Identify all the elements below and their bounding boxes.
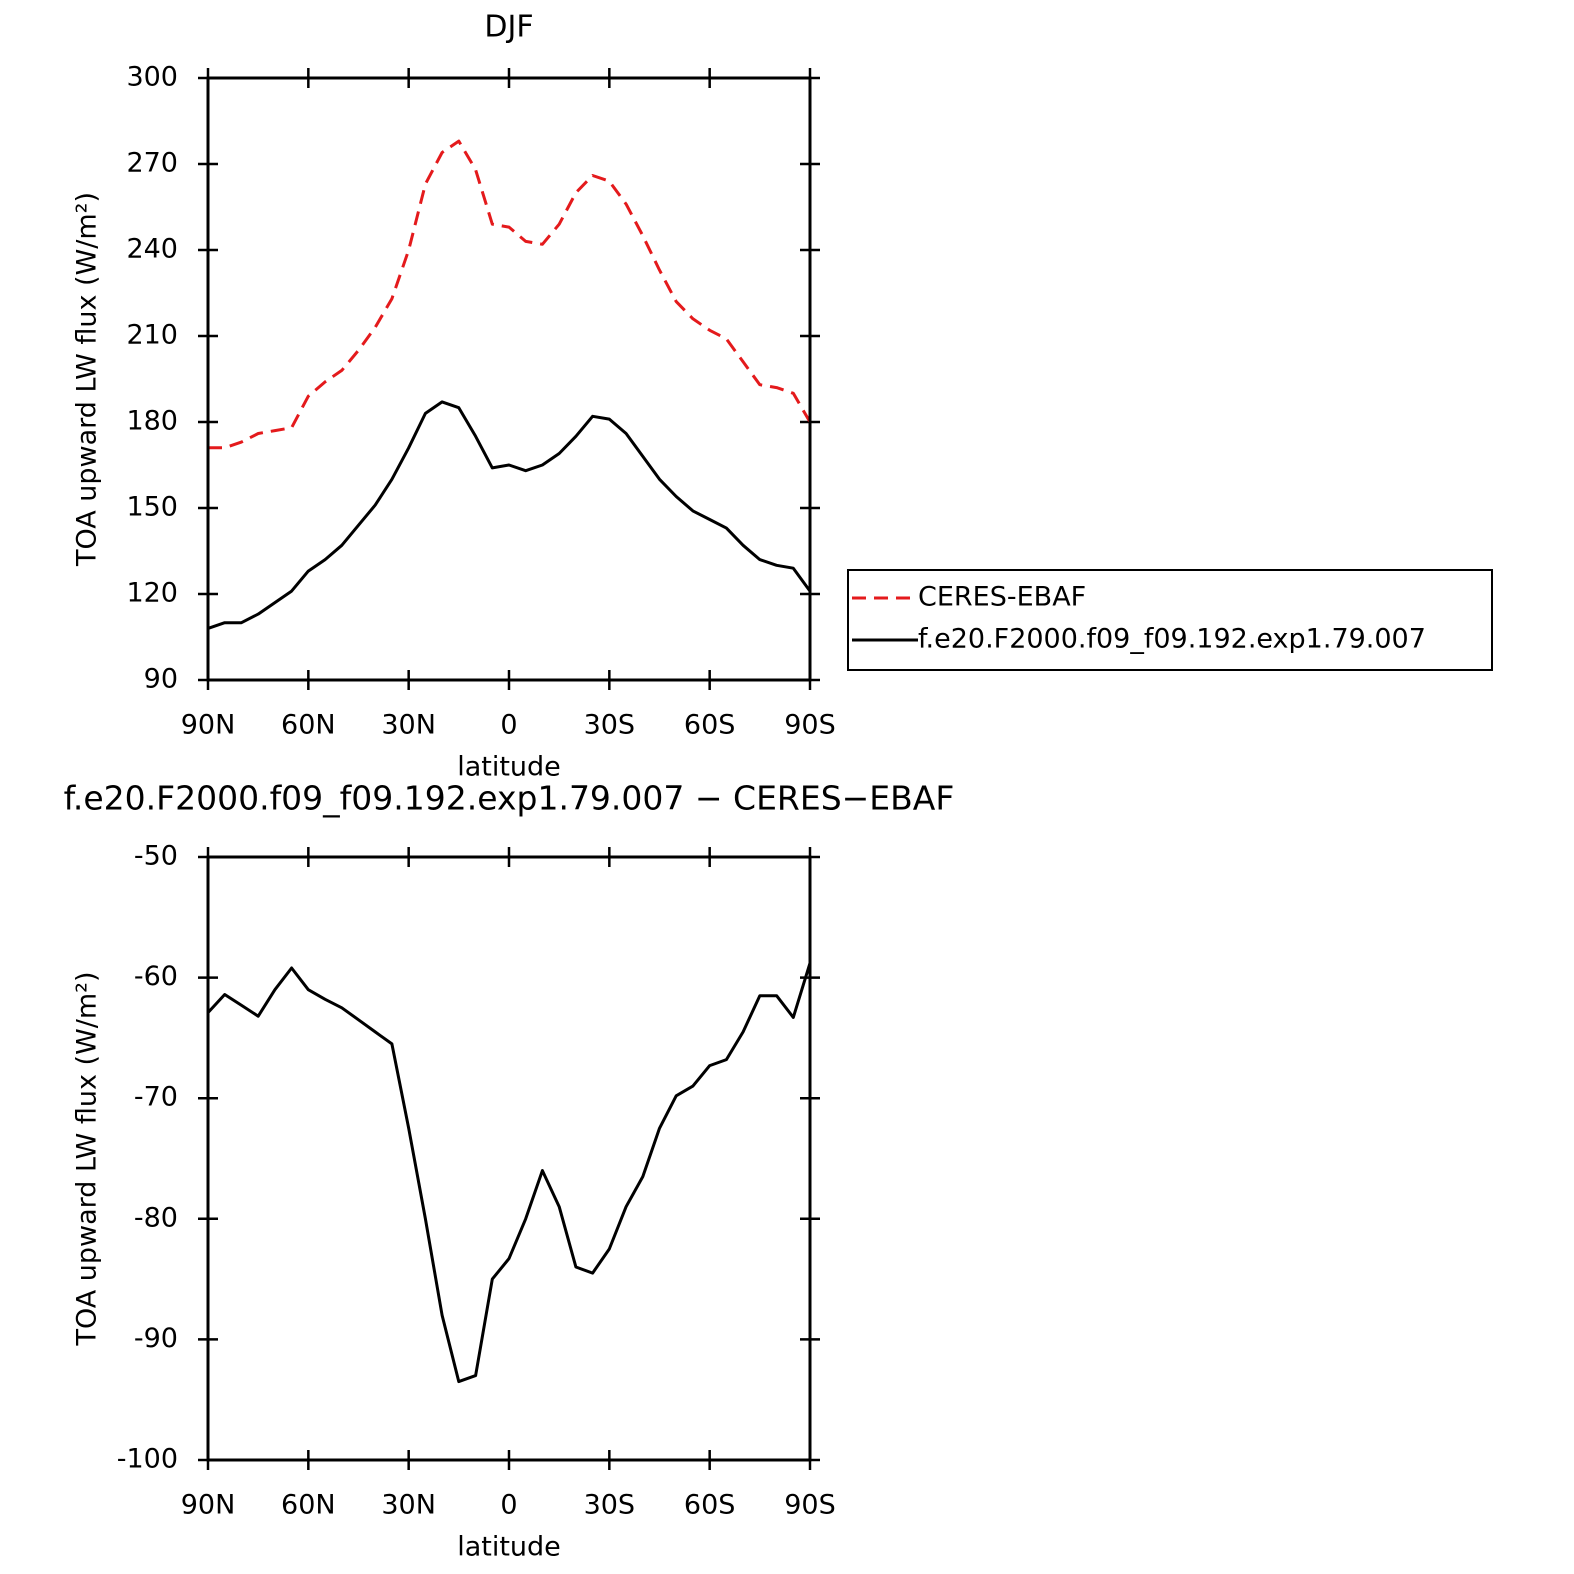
x-tick-label: 30N (381, 710, 436, 741)
chart-title: f.e20.F2000.f09_f09.192.exp1.79.007 − CE… (64, 779, 955, 818)
y-tick-label: -80 (134, 1202, 178, 1233)
x-tick-label: 0 (500, 1490, 517, 1521)
x-axis-label: latitude (457, 752, 561, 783)
x-tick-label: 90S (784, 1490, 836, 1521)
y-tick-label: -100 (117, 1444, 178, 1475)
x-tick-label: 90N (181, 1490, 236, 1521)
plot-frame (206, 76, 812, 682)
y-axis-label: TOA upward LW flux (W/m²) (72, 971, 103, 1346)
y-tick-label: -70 (134, 1082, 178, 1113)
legend-label: f.e20.F2000.f09_f09.192.exp1.79.007 (918, 624, 1426, 655)
y-tick-label: 180 (126, 406, 178, 437)
y-tick-label: -90 (134, 1323, 178, 1354)
x-axis-label: latitude (457, 1532, 561, 1563)
x-tick-label: 60N (281, 1490, 336, 1521)
y-tick-label: 90 (144, 664, 178, 695)
y-tick-label: 300 (126, 62, 178, 93)
x-tick-label: 90S (784, 710, 836, 741)
data-line (207, 400, 812, 630)
legend-label: CERES-EBAF (918, 582, 1086, 613)
y-tick-label: 270 (126, 148, 178, 179)
y-tick-label: 210 (126, 320, 178, 351)
x-tick-label: 30S (584, 1490, 636, 1521)
legend-box (847, 569, 1493, 671)
chart-title: DJF (484, 10, 533, 45)
x-tick-label: 30S (584, 710, 636, 741)
data-line (208, 139, 812, 450)
y-tick-label: 240 (126, 234, 178, 265)
x-tick-label: 90N (181, 710, 236, 741)
x-tick-label: 60S (684, 710, 736, 741)
y-tick-label: 120 (126, 578, 178, 609)
x-tick-label: 60N (281, 710, 336, 741)
y-tick-label: -60 (134, 961, 178, 992)
x-tick-label: 0 (500, 710, 517, 741)
x-tick-label: 30N (381, 1490, 436, 1521)
y-tick-label: 150 (126, 492, 178, 523)
x-tick-label: 60S (684, 1490, 736, 1521)
y-axis-label: TOA upward LW flux (W/m²) (72, 192, 103, 567)
plot-frame (206, 855, 812, 1462)
data-line (206, 962, 812, 1384)
y-tick-label: -50 (134, 841, 178, 872)
